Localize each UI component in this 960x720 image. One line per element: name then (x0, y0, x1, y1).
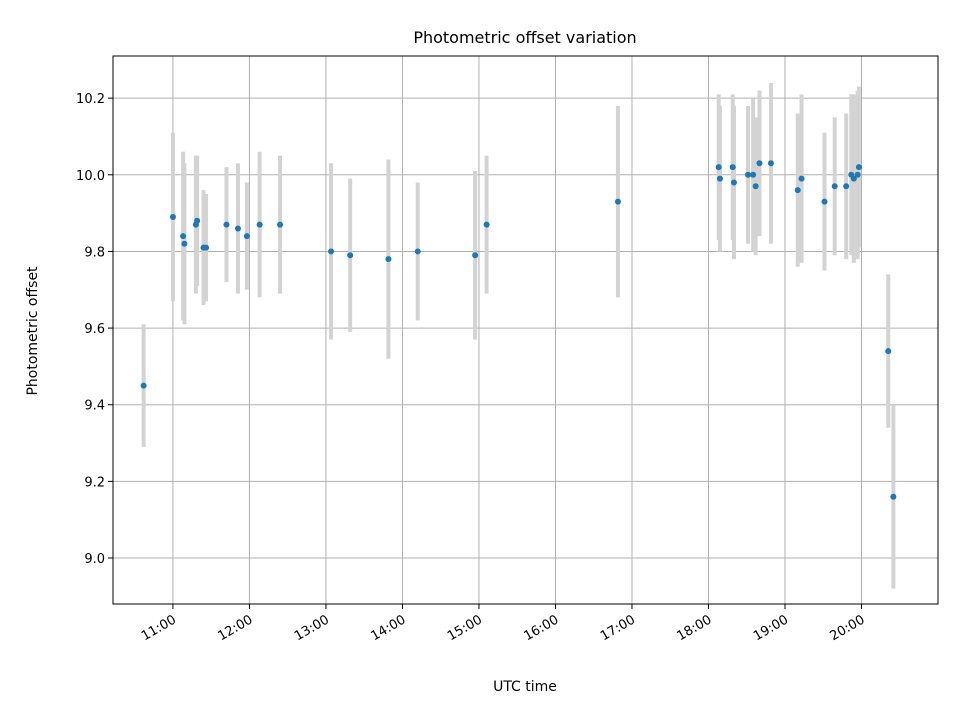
data-point (328, 248, 335, 255)
data-point (854, 171, 861, 178)
data-point (614, 198, 621, 205)
y-tick-label: 9.4 (84, 399, 105, 414)
y-tick-label: 10.0 (76, 169, 105, 184)
x-axis-label: UTC time (493, 679, 557, 695)
data-point (234, 225, 241, 232)
data-point (472, 252, 479, 259)
y-tick-label: 9.2 (84, 475, 105, 490)
y-tick-label: 9.0 (84, 552, 105, 567)
data-point (750, 171, 757, 178)
data-point (256, 221, 263, 228)
plot-frame (112, 55, 939, 605)
data-point (798, 175, 805, 182)
data-point (885, 348, 892, 355)
y-axis-ticks: 9.0 9.2 9.4 9.6 9.8 10.0 10.2 (76, 92, 113, 567)
data-point (730, 179, 737, 186)
data-point (794, 187, 801, 194)
data-point (243, 233, 250, 240)
data-point (843, 183, 850, 190)
data-point (347, 252, 354, 259)
data-point (169, 213, 176, 220)
data-point (715, 164, 722, 171)
y-tick-label: 9.6 (84, 322, 105, 337)
data-point (890, 493, 897, 500)
data-point (140, 382, 147, 389)
data-point (756, 160, 763, 167)
data-point (716, 175, 723, 182)
data-point (767, 160, 774, 167)
data-point (821, 198, 828, 205)
data-points (140, 160, 897, 500)
y-axis-label: Photometric offset (25, 266, 41, 396)
plot-area (113, 56, 938, 604)
data-point (223, 221, 230, 228)
data-point (180, 233, 187, 240)
chart-title: Photometric offset variation (413, 28, 636, 47)
data-point (850, 175, 857, 182)
data-point (752, 183, 759, 190)
y-tick-label: 9.8 (84, 245, 105, 260)
data-point (855, 164, 862, 171)
data-point (277, 221, 284, 228)
data-point (745, 171, 752, 178)
data-point (483, 221, 490, 228)
y-tick-label: 10.2 (76, 92, 105, 107)
data-point (194, 217, 201, 224)
data-point (181, 240, 188, 247)
data-point (203, 244, 210, 251)
data-point (831, 183, 838, 190)
data-point (385, 256, 392, 263)
data-point (414, 248, 421, 255)
data-point (729, 164, 736, 171)
